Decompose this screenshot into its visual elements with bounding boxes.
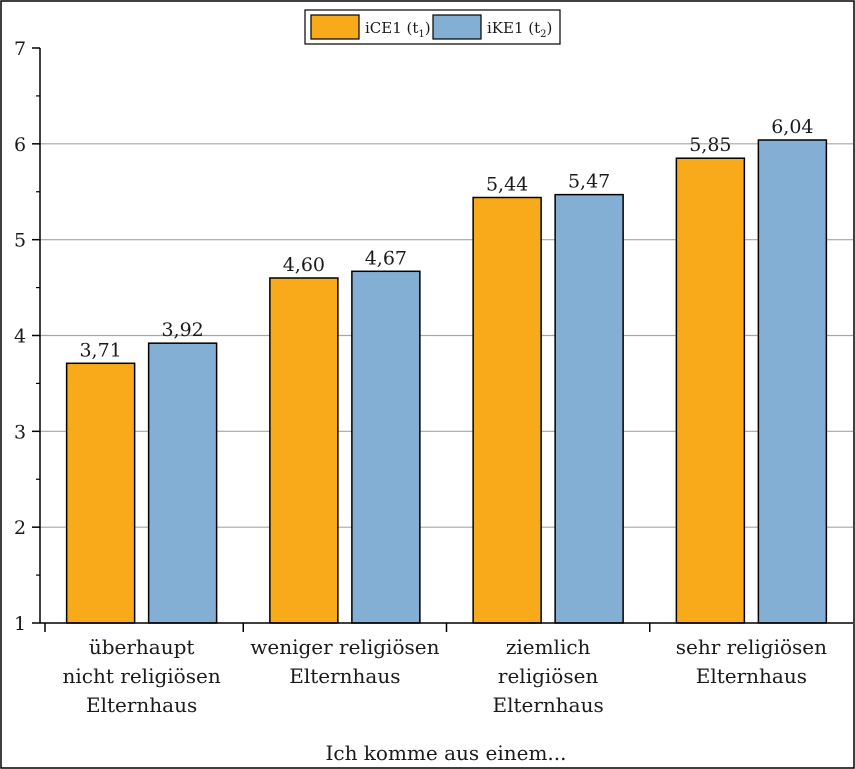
- legend: iCE1 (t1) iKE1 (t2): [304, 9, 561, 45]
- legend-label: iCE1 (t1): [365, 19, 431, 40]
- axes: 1 2 3 4 5 6 7: [14, 38, 853, 635]
- x-category-label-line: ziemlich: [506, 635, 591, 659]
- bar-ice1: [472, 196, 542, 624]
- y-tick-label: 3: [14, 421, 26, 443]
- x-category-label-line: weniger religiösen: [250, 635, 439, 659]
- x-category-label-line: nicht religiösen: [63, 664, 221, 688]
- x-category-label-line: sehr religiösen: [676, 635, 827, 659]
- y-tick-label: 6: [14, 134, 26, 156]
- bar-ice1: [675, 157, 746, 624]
- x-category-label-line: religiösen: [498, 664, 599, 688]
- x-category-label: ziemlich religiösen Elternhaus: [492, 635, 603, 717]
- bar-ice1: [269, 277, 339, 624]
- labels: 3,71 4,60 5,44 5,85 3,92 4,67 5,47 6,04 überhaup…: [63, 116, 828, 717]
- y-tick-label: 4: [14, 326, 26, 348]
- legend-swatch: [310, 14, 360, 40]
- data-label: 6,04: [771, 116, 813, 138]
- bars: [65, 139, 828, 624]
- y-tick-label: 2: [14, 517, 26, 539]
- data-label: 3,71: [79, 339, 121, 361]
- data-label: 5,44: [486, 174, 528, 196]
- data-label: 3,92: [161, 319, 203, 341]
- x-category-label: überhaupt nicht religiösen Elternhaus: [63, 635, 221, 717]
- bar-ike1: [147, 342, 218, 624]
- x-category-label-line: Elternhaus: [289, 664, 400, 688]
- legend-swatch: [432, 14, 482, 40]
- x-category-label: sehr religiösen Elternhaus: [676, 635, 827, 688]
- bar-ice1: [65, 362, 136, 624]
- data-label: 5,47: [568, 171, 610, 193]
- bar-ike1: [757, 139, 828, 624]
- data-label: 5,85: [689, 134, 731, 156]
- y-tick-label: 1: [14, 613, 26, 635]
- x-category-label: weniger religiösen Elternhaus: [250, 635, 439, 688]
- x-category-label-line: Elternhaus: [86, 693, 197, 717]
- bar-ike1: [554, 193, 624, 624]
- data-label: 4,60: [283, 254, 325, 276]
- x-category-label-line: Elternhaus: [492, 693, 603, 717]
- x-category-label-line: Elternhaus: [696, 664, 807, 688]
- legend-label: iKE1 (t2): [487, 19, 552, 40]
- x-axis-title: Ich komme aus einem...: [325, 741, 566, 765]
- y-tick-label: 5: [14, 230, 26, 252]
- y-tick-label: 7: [14, 38, 26, 60]
- x-category-label-line: überhaupt: [89, 635, 195, 659]
- data-label: 4,67: [365, 247, 407, 269]
- bar-ike1: [351, 270, 421, 624]
